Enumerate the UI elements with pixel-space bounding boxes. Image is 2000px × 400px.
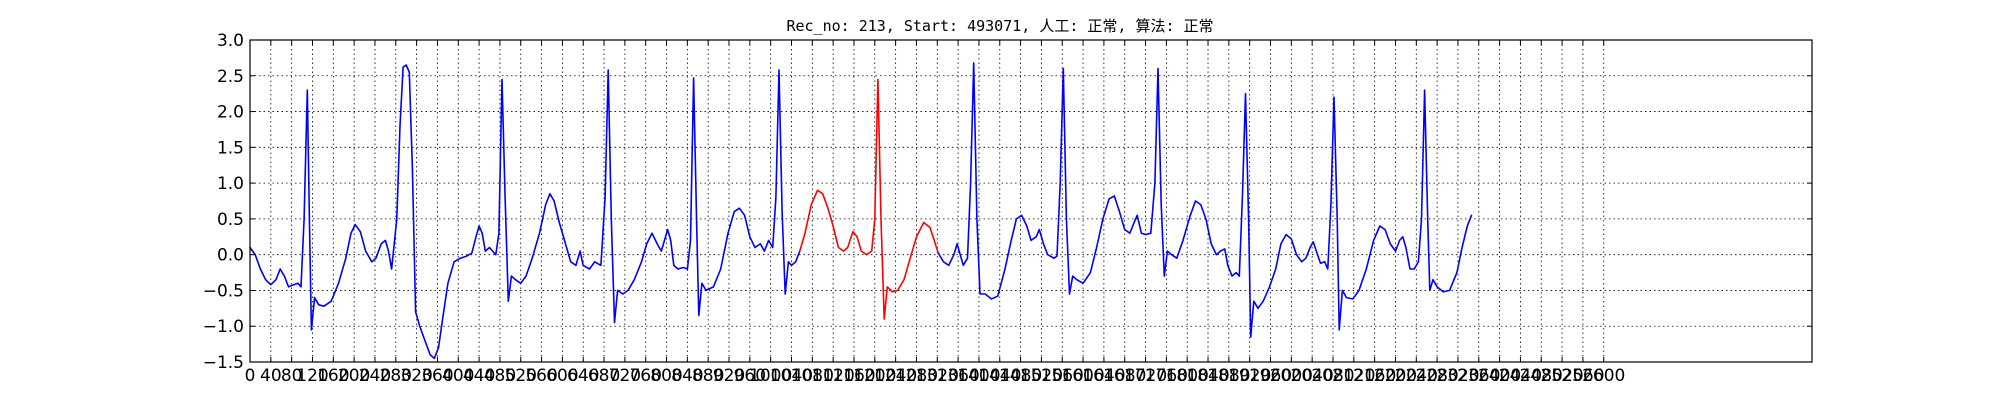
x-tick-label: 280 — [380, 366, 412, 386]
x-tick-label: 2160 — [1353, 366, 1396, 386]
x-tick-label: 480 — [484, 366, 516, 386]
x-tick-label: 600 — [546, 366, 578, 386]
x-tick-label: 120 — [296, 366, 328, 386]
chart-title: Rec_no: 213, Start: 493071, 人工: 正常, 算法: … — [786, 17, 1213, 35]
x-tick-label: 1840 — [1186, 366, 1229, 386]
x-tick-label: 400 — [442, 366, 474, 386]
x-tick-label: 760 — [629, 366, 661, 386]
x-tick-label: 2240 — [1395, 366, 1438, 386]
x-tick-label: 1320 — [916, 366, 959, 386]
x-tick-label: 1480 — [999, 366, 1042, 386]
x-tick-label: 0 — [245, 366, 256, 386]
x-tick-label: 1880 — [1207, 366, 1250, 386]
x-tick-label: 960 — [734, 366, 766, 386]
x-tick-label: 200 — [338, 366, 370, 386]
x-tick-label: 1640 — [1082, 366, 1125, 386]
y-tick-label: 2.5 — [217, 67, 244, 87]
x-tick-label: 1720 — [1124, 366, 1167, 386]
x-tick-label: 2440 — [1499, 366, 1542, 386]
y-tick-label: 1.0 — [217, 174, 244, 194]
x-tick-label: 1160 — [832, 366, 875, 386]
x-tick-label: 1400 — [957, 366, 1000, 386]
x-tick-label: 1760 — [1145, 366, 1188, 386]
x-tick-label: 680 — [588, 366, 620, 386]
y-tick-label: 3.0 — [217, 31, 244, 51]
x-tick-label: 1040 — [770, 366, 813, 386]
grid-lines — [249, 39, 1812, 363]
x-tick-label: 2040 — [1291, 366, 1334, 386]
x-tick-label: 360 — [421, 366, 453, 386]
x-tick-label: 1800 — [1166, 366, 1209, 386]
x-tick-label: 440 — [463, 366, 495, 386]
plot-frame — [249, 39, 1813, 363]
x-tick-label: 2520 — [1540, 366, 1583, 386]
x-tick-label: 1120 — [812, 366, 855, 386]
y-tick-label: 1.5 — [217, 138, 244, 158]
x-tick-label: 2560 — [1561, 366, 1604, 386]
x-tick-label: 1920 — [1228, 366, 1271, 386]
x-tick-label: 1520 — [1020, 366, 1063, 386]
x-tick-label: 640 — [567, 366, 599, 386]
x-tick-label: 160 — [317, 366, 349, 386]
x-tick-label: 2280 — [1415, 366, 1458, 386]
x-tick-label: 1440 — [978, 366, 1021, 386]
y-axis-tick-labels: −1.5 −1.0 −0.5 0.0 0.5 1.0 1.5 2.0 2.5 3.0 — [203, 31, 244, 373]
x-tick-label: 2480 — [1520, 366, 1563, 386]
x-tick-label: 840 — [671, 366, 703, 386]
x-tick-label: 80 — [281, 366, 303, 386]
x-tick-label: 40 — [260, 366, 282, 386]
axis-ticks — [249, 39, 1812, 363]
y-tick-label: 0.0 — [217, 246, 244, 266]
x-tick-label: 1680 — [1103, 366, 1146, 386]
ecg-series-line-3 — [937, 62, 1473, 338]
x-tick-label: 1000 — [749, 366, 792, 386]
x-tick-label: 2360 — [1457, 366, 1500, 386]
x-tick-label: 1600 — [1061, 366, 1104, 386]
x-tick-label: 880 — [692, 366, 724, 386]
x-tick-label: 560 — [525, 366, 557, 386]
x-tick-label: 2080 — [1311, 366, 1354, 386]
x-axis-tick-labels: 0 40 8012016020024028032036040044048052056… — [245, 366, 1626, 386]
x-tick-label: 1280 — [895, 366, 938, 386]
x-tick-label: 320 — [400, 366, 432, 386]
x-tick-label: 920 — [713, 366, 745, 386]
x-tick-label: 720 — [609, 366, 641, 386]
y-tick-label: 0.5 — [217, 210, 244, 230]
y-tick-label: −1.5 — [203, 353, 244, 373]
x-tick-label: 1960 — [1249, 366, 1292, 386]
x-tick-label: 2600 — [1582, 366, 1625, 386]
x-tick-label: 1240 — [874, 366, 917, 386]
x-tick-label: 2120 — [1332, 366, 1375, 386]
y-tick-label: 2.0 — [217, 103, 244, 123]
x-tick-label: 800 — [650, 366, 682, 386]
x-tick-label: 520 — [505, 366, 537, 386]
x-tick-label: 1560 — [1041, 366, 1084, 386]
ecg-series-line-1 — [249, 64, 801, 360]
x-tick-label: 2320 — [1436, 366, 1479, 386]
y-tick-label: −0.5 — [203, 281, 244, 301]
ecg-series-line-2 — [798, 78, 940, 320]
x-tick-label: 2000 — [1270, 366, 1313, 386]
y-tick-label: −1.0 — [203, 317, 244, 337]
x-tick-label: 1360 — [936, 366, 979, 386]
data-series-group — [249, 62, 1473, 360]
x-tick-label: 2400 — [1478, 366, 1521, 386]
x-tick-label: 240 — [359, 366, 391, 386]
x-tick-label: 1080 — [791, 366, 834, 386]
x-tick-label: 2200 — [1374, 366, 1417, 386]
x-tick-label: 1200 — [853, 366, 896, 386]
